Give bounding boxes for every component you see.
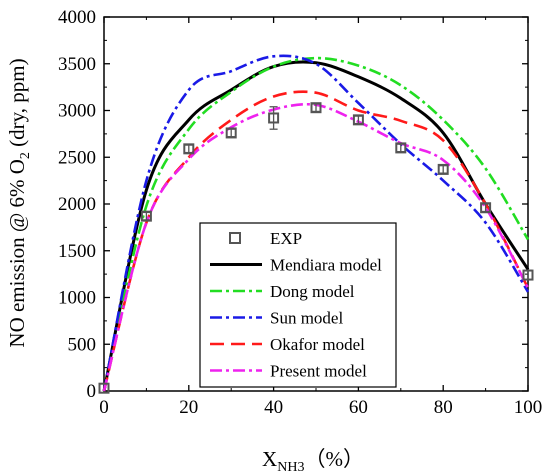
y-tick-label: 500 bbox=[68, 334, 97, 355]
exp-point bbox=[310, 102, 322, 114]
experiment-points bbox=[98, 102, 534, 394]
exp-point bbox=[522, 269, 534, 281]
legend: EXP Mendiara model Dong model Sun model Okaf… bbox=[199, 222, 397, 388]
legend-label-exp: EXP bbox=[270, 229, 302, 248]
series-line-dong-model bbox=[102, 56, 530, 392]
legend-box bbox=[199, 222, 397, 388]
legend-label: Present model bbox=[270, 362, 367, 381]
exp-point bbox=[183, 143, 195, 155]
y-tick-label: 2000 bbox=[58, 194, 96, 215]
series-line-sun-model bbox=[102, 54, 530, 392]
x-tick-label: 40 bbox=[264, 397, 283, 418]
legend-label: Sun model bbox=[270, 309, 343, 328]
x-tick-label: 20 bbox=[179, 397, 198, 418]
exp-point bbox=[437, 163, 449, 175]
exp-point bbox=[352, 114, 364, 126]
series-line-present-model bbox=[102, 102, 530, 392]
exp-point bbox=[480, 202, 492, 214]
legend-label: Mendiara model bbox=[270, 256, 382, 275]
x-tick-label: 0 bbox=[99, 397, 109, 418]
x-tick-label: 80 bbox=[434, 397, 453, 418]
x-tick-label: 60 bbox=[349, 397, 368, 418]
exp-point bbox=[140, 210, 152, 222]
axes: 0 20 40 60 80 1000500100015002000250030003500… bbox=[58, 7, 542, 418]
y-tick-label: 0 bbox=[87, 381, 97, 402]
y-tick-label: 1500 bbox=[58, 241, 96, 262]
y-tick-label: 2500 bbox=[58, 147, 96, 168]
y-tick-label: 1000 bbox=[58, 288, 96, 309]
exp-point bbox=[268, 112, 280, 124]
series-line-mendiara-model bbox=[102, 60, 530, 392]
y-tick-label: 4000 bbox=[58, 7, 96, 28]
y-axis-title: NO emission @ 6% O2 (dry, ppm) bbox=[5, 58, 33, 347]
series-lines bbox=[102, 54, 530, 392]
y-tick-label: 3500 bbox=[58, 54, 96, 75]
legend-label: Okafor model bbox=[270, 335, 365, 354]
exp-point bbox=[225, 127, 237, 139]
legend-exp-marker bbox=[229, 232, 241, 244]
exp-point bbox=[98, 382, 110, 394]
x-tick-label: 100 bbox=[514, 397, 543, 418]
exp-point bbox=[395, 142, 407, 154]
y-tick-label: 3000 bbox=[58, 101, 96, 122]
x-axis-title: XNH3（%） bbox=[262, 447, 364, 475]
legend-label: Dong model bbox=[270, 282, 355, 301]
